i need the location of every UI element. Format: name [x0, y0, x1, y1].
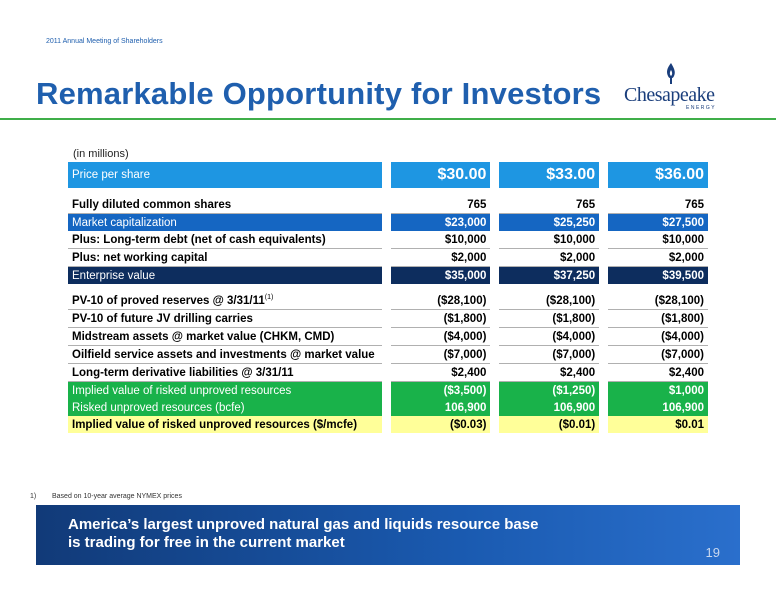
slide-title: Remarkable Opportunity for Investors — [36, 76, 602, 111]
footnote: 1) Based on 10-year average NYMEX prices — [30, 493, 182, 500]
row-label: Long-term derivative liabilities @ 3/31/… — [68, 364, 382, 382]
value-33: 106,900 — [499, 399, 600, 416]
row-label: Plus: Long-term debt (net of cash equiva… — [68, 231, 382, 249]
value-30: ($4,000) — [390, 328, 491, 346]
table-row-risked-resources: Risked unproved resources (bcfe) 106,900… — [68, 399, 708, 416]
value-30: 106,900 — [390, 399, 491, 416]
table-row-enterprise-value: Enterprise value $35,000 $37,250 $39,500 — [68, 267, 708, 284]
value-30: $30.00 — [390, 162, 491, 188]
value-36: ($1,800) — [608, 310, 708, 328]
footnote-number: 1) — [30, 493, 37, 500]
flame-icon — [667, 63, 675, 84]
value-33: ($0.01) — [499, 416, 600, 433]
value-36: $1,000 — [608, 382, 708, 399]
value-30: $23,000 — [390, 214, 491, 231]
value-33: $2,400 — [499, 364, 600, 382]
header-divider — [0, 118, 776, 120]
value-36: $0.01 — [608, 416, 708, 433]
valuation-table: Price per share $30.00 $33.00 $36.00 Ful… — [68, 162, 708, 433]
value-36: ($4,000) — [608, 328, 708, 346]
row-label: Oilfield service assets and investments … — [68, 346, 382, 364]
value-30: $2,400 — [390, 364, 491, 382]
row-label: Risked unproved resources (bcfe) — [68, 399, 382, 416]
value-33: $2,000 — [499, 249, 600, 267]
footnote-marker: (1) — [264, 294, 274, 302]
value-30: 765 — [390, 196, 491, 214]
table-row-implied-value: Implied value of risked unproved resourc… — [68, 382, 708, 399]
row-label: Fully diluted common shares — [68, 196, 382, 214]
value-30: $35,000 — [390, 267, 491, 284]
row-label: Plus: net working capital — [68, 249, 382, 267]
banner-message: America’s largest unproved natural gas a… — [68, 516, 628, 552]
page-number: 19 — [705, 545, 720, 560]
value-30: ($3,500) — [390, 382, 491, 399]
row-label: Price per share — [68, 162, 382, 188]
logo-name: Chesapeake — [624, 84, 715, 106]
value-30: $10,000 — [390, 231, 491, 249]
row-label: PV-10 of proved reserves @ 3/31/11(1) — [68, 292, 382, 310]
chesapeake-logo: Chesapeake ENERGY — [624, 62, 734, 112]
units-note: (in millions) — [73, 148, 129, 160]
meeting-label: 2011 Annual Meeting of Shareholders — [46, 38, 163, 45]
value-33: 765 — [499, 196, 600, 214]
value-33: ($1,250) — [499, 382, 600, 399]
table-row-implied-value-per-mcfe: Implied value of risked unproved resourc… — [68, 416, 708, 433]
value-33: ($28,100) — [499, 292, 600, 310]
row-label: Market capitalization — [68, 214, 382, 231]
value-33: ($4,000) — [499, 328, 600, 346]
table-row-price-per-share: Price per share $30.00 $33.00 $36.00 — [68, 162, 708, 188]
table-row-long-term-debt: Plus: Long-term debt (net of cash equiva… — [68, 231, 708, 249]
value-33: ($1,800) — [499, 310, 600, 328]
value-36: $2,000 — [608, 249, 708, 267]
value-36: $27,500 — [608, 214, 708, 231]
value-36: $36.00 — [608, 162, 708, 188]
banner-line-2: is trading for free in the current marke… — [68, 534, 345, 551]
table-row-midstream: Midstream assets @ market value (CHKM, C… — [68, 328, 708, 346]
value-30: ($1,800) — [390, 310, 491, 328]
table-row-working-capital: Plus: net working capital $2,000 $2,000 … — [68, 249, 708, 267]
value-33: $10,000 — [499, 231, 600, 249]
value-33: $33.00 — [499, 162, 600, 188]
summary-banner: America’s largest unproved natural gas a… — [36, 505, 740, 565]
value-33: $37,250 — [499, 267, 600, 284]
value-36: $10,000 — [608, 231, 708, 249]
banner-line-1: America’s largest unproved natural gas a… — [68, 516, 539, 533]
table-row-shares: Fully diluted common shares 765 765 765 — [68, 196, 708, 214]
value-36: ($28,100) — [608, 292, 708, 310]
table-row-oilfield-service: Oilfield service assets and investments … — [68, 346, 708, 364]
row-label-text: PV-10 of proved reserves @ 3/31/11 — [72, 294, 265, 307]
table-row-derivative-liabilities: Long-term derivative liabilities @ 3/31/… — [68, 364, 708, 382]
table-row-pv10-proved: PV-10 of proved reserves @ 3/31/11(1) ($… — [68, 292, 708, 310]
footnote-text: Based on 10-year average NYMEX prices — [52, 493, 182, 500]
value-33: $25,250 — [499, 214, 600, 231]
value-33: ($7,000) — [499, 346, 600, 364]
row-label: PV-10 of future JV drilling carries — [68, 310, 382, 328]
value-36: $39,500 — [608, 267, 708, 284]
table-row-jv-carries: PV-10 of future JV drilling carries ($1,… — [68, 310, 708, 328]
value-36: 106,900 — [608, 399, 708, 416]
value-30: ($0.03) — [390, 416, 491, 433]
value-30: $2,000 — [390, 249, 491, 267]
row-label: Implied value of risked unproved resourc… — [68, 382, 382, 399]
value-30: ($28,100) — [390, 292, 491, 310]
value-36: $2,400 — [608, 364, 708, 382]
table-row-market-cap: Market capitalization $23,000 $25,250 $2… — [68, 214, 708, 231]
value-36: ($7,000) — [608, 346, 708, 364]
value-36: 765 — [608, 196, 708, 214]
row-label: Enterprise value — [68, 267, 382, 284]
row-label: Midstream assets @ market value (CHKM, C… — [68, 328, 382, 346]
value-30: ($7,000) — [390, 346, 491, 364]
logo-subtitle: ENERGY — [686, 105, 717, 111]
row-label: Implied value of risked unproved resourc… — [68, 416, 382, 433]
